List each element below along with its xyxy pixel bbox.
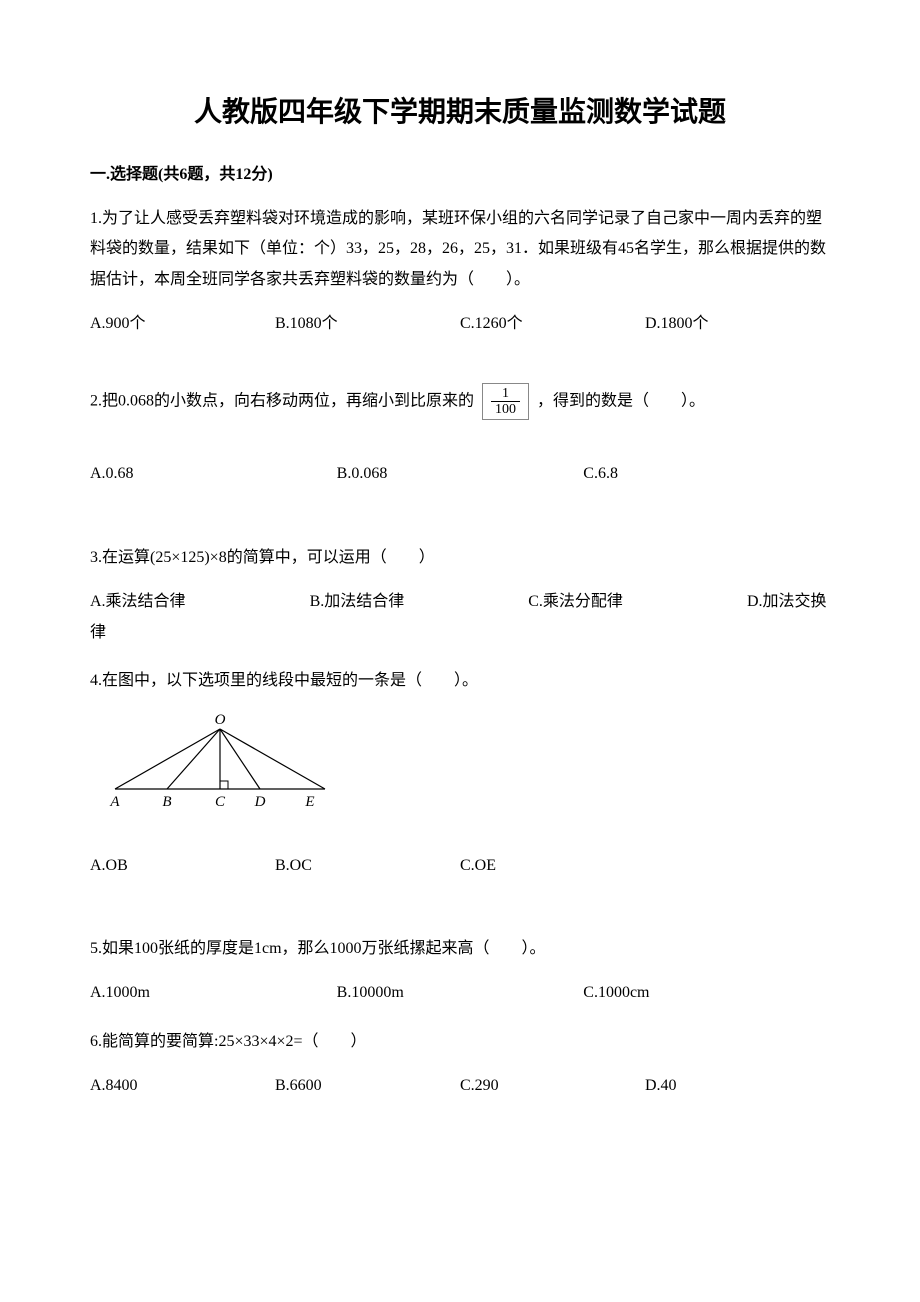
q1-option-c: C.1260个 — [460, 309, 645, 339]
q6-option-a: A.8400 — [90, 1071, 275, 1101]
q6-option-c: C.290 — [460, 1071, 645, 1101]
page-title: 人教版四年级下学期期末质量监测数学试题 — [90, 90, 830, 130]
question-6: 6.能简算的要简算:25×33×4×2=（ ） A.8400 B.6600 C.… — [90, 1027, 830, 1102]
q2-text-after: ，得到的数是（ ）。 — [537, 392, 705, 409]
q1-option-b: B.1080个 — [275, 309, 460, 339]
question-2: 2.把0.068的小数点，向右移动两位，再缩小到比原来的 1 100 ，得到的数… — [90, 383, 830, 490]
diagram-label-e: E — [304, 794, 314, 810]
q4-option-a: A.OB — [90, 851, 275, 881]
q5-option-b: B.10000m — [337, 978, 584, 1008]
question-1-options: A.900个 B.1080个 C.1260个 D.1800个 — [90, 309, 830, 339]
diagram-label-o: O — [215, 714, 226, 728]
question-3: 3.在运算(25×125)×8的简算中，可以运用（ ） A.乘法结合律 B.加法… — [90, 543, 830, 648]
q3-option-c: C.乘法分配律 — [528, 593, 623, 610]
fraction-icon: 1 100 — [482, 383, 529, 421]
question-6-text: 6.能简算的要简算:25×33×4×2=（ ） — [90, 1027, 830, 1057]
q4-option-b: B.OC — [275, 851, 460, 881]
question-2-text: 2.把0.068的小数点，向右移动两位，再缩小到比原来的 1 100 ，得到的数… — [90, 383, 830, 421]
question-1-text: 1.为了让人感受丢弃塑料袋对环境造成的影响，某班环保小组的六名同学记录了自己家中… — [90, 204, 830, 295]
question-5: 5.如果100张纸的厚度是1cm，那么1000万张纸摞起来高（ ）。 A.100… — [90, 934, 830, 1009]
triangle-diagram-icon: O A B C D E — [105, 714, 345, 814]
q3-option-d: D.加法交换律 — [90, 593, 827, 640]
q6-option-b: B.6600 — [275, 1071, 460, 1101]
q4-option-c: C.OE — [460, 851, 645, 881]
q3-option-b: B.加法结合律 — [310, 593, 405, 610]
fraction-numerator: 1 — [491, 386, 520, 402]
diagram-label-d: D — [254, 794, 266, 810]
q2-option-a: A.0.68 — [90, 459, 337, 489]
question-5-text: 5.如果100张纸的厚度是1cm，那么1000万张纸摞起来高（ ）。 — [90, 934, 830, 964]
q1-option-d: D.1800个 — [645, 309, 830, 339]
diagram-label-a: A — [109, 794, 120, 810]
q3-option-a: A.乘法结合律 — [90, 593, 186, 610]
question-5-options: A.1000m B.10000m C.1000cm — [90, 978, 830, 1008]
q1-option-a: A.900个 — [90, 309, 275, 339]
q2-option-b: B.0.068 — [337, 459, 584, 489]
question-1: 1.为了让人感受丢弃塑料袋对环境造成的影响，某班环保小组的六名同学记录了自己家中… — [90, 204, 830, 340]
q2-text-before: 2.把0.068的小数点，向右移动两位，再缩小到比原来的 — [90, 392, 474, 409]
question-2-options: A.0.68 B.0.068 C.6.8 — [90, 459, 830, 489]
question-4-text: 4.在图中，以下选项里的线段中最短的一条是（ ）。 — [90, 666, 830, 696]
diagram-label-c: C — [215, 794, 226, 810]
question-3-options: A.乘法结合律 B.加法结合律 C.乘法分配律 D.加法交换律 — [90, 587, 830, 648]
q5-option-a: A.1000m — [90, 978, 337, 1008]
question-4-options: A.OB B.OC C.OE — [90, 851, 830, 881]
question-3-text: 3.在运算(25×125)×8的简算中，可以运用（ ） — [90, 543, 830, 573]
fraction-denominator: 100 — [491, 402, 520, 417]
question-6-options: A.8400 B.6600 C.290 D.40 — [90, 1071, 830, 1101]
q4-diagram: O A B C D E — [105, 714, 830, 825]
question-4: 4.在图中，以下选项里的线段中最短的一条是（ ）。 O A B C D E — [90, 666, 830, 881]
section-header: 一.选择题(共6题，共12分) — [90, 160, 830, 184]
q2-option-c: C.6.8 — [583, 459, 830, 489]
diagram-label-b: B — [162, 794, 171, 810]
q5-option-c: C.1000cm — [583, 978, 830, 1008]
q6-option-d: D.40 — [645, 1071, 830, 1101]
